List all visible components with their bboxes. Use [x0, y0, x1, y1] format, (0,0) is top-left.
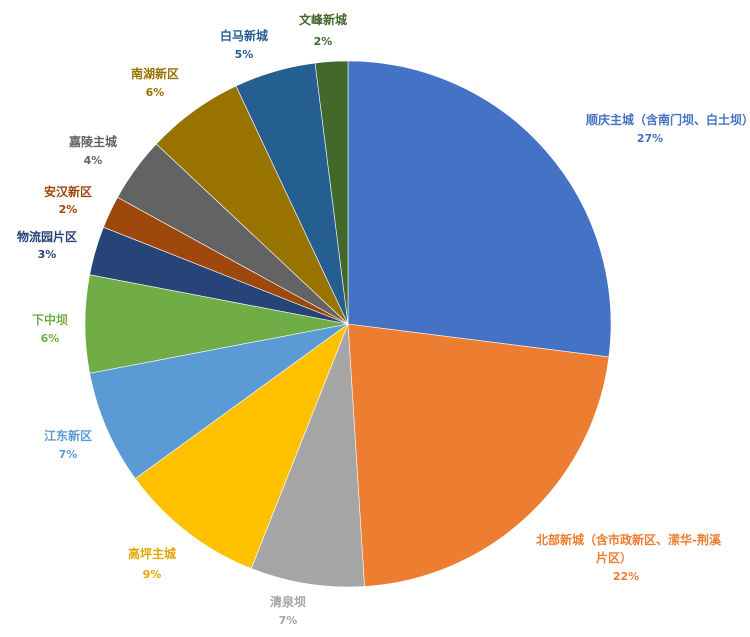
slice-label-group: 南湖新区 6% — [131, 66, 179, 99]
slice-label-group: 安汉新区 2% — [44, 184, 92, 216]
pie-slice — [89, 323, 349, 480]
slice-value-label: 3% — [38, 248, 57, 261]
slice-label-group: 北部新城（含市政新区、潆华-荆溪片区） 22% — [536, 532, 722, 583]
slice-label-group: 物流园片区 3% — [17, 229, 77, 261]
slice-category-label: 文峰新城 — [299, 12, 347, 27]
slice-category-label: 高坪主城 — [128, 546, 176, 561]
slice-value-label: 7% — [59, 448, 78, 461]
pie-slice — [134, 323, 349, 569]
slice-value-label: 2% — [314, 35, 333, 48]
slice-value-label: 5% — [235, 48, 254, 61]
slice-value-label: 6% — [41, 332, 60, 345]
slice-label-group: 文峰新城 2% — [299, 12, 347, 48]
pie-slice — [250, 323, 365, 588]
slice-category-label: 江东新区 — [44, 428, 92, 443]
slice-label-group: 清泉坝 7% — [270, 594, 306, 627]
slice-label-group: 顺庆主城（含南门坝、白土坝） 27% — [586, 112, 750, 145]
slice-value-label: 6% — [146, 86, 165, 99]
pie-slice — [347, 60, 612, 358]
slice-category-label: 安汉新区 — [44, 184, 92, 199]
slice-category-label: 北部新城（含市政新区、潆华-荆溪片区） — [536, 532, 722, 565]
labels-group: 顺庆主城（含南门坝、白土坝） 27% 北部新城（含市政新区、潆华-荆溪片区） 22% 清… — [17, 12, 750, 627]
slice-category-label: 南湖新区 — [131, 66, 179, 81]
slice-value-label: 4% — [84, 154, 103, 167]
slice-value-label: 22% — [613, 570, 639, 583]
pie-slice — [347, 323, 610, 587]
slice-value-label: 27% — [637, 132, 663, 145]
slices-group — [84, 60, 612, 588]
slice-category-label: 顺庆主城（含南门坝、白土坝） — [586, 112, 750, 127]
slice-category-label: 清泉坝 — [270, 594, 306, 609]
slice-category-label: 白马新城 — [220, 28, 268, 43]
slice-category-label: 下中坝 — [32, 312, 68, 327]
slice-value-label: 9% — [143, 568, 162, 581]
slice-category-label: 物流园片区 — [17, 229, 77, 244]
slice-label-group: 下中坝 6% — [32, 312, 68, 345]
slice-label-group: 江东新区 7% — [44, 428, 92, 461]
slice-category-label: 嘉陵主城 — [68, 134, 117, 149]
pie-slice — [314, 60, 349, 325]
slice-label-group: 白马新城 5% — [220, 28, 268, 61]
slice-value-label: 7% — [279, 614, 298, 627]
slice-label-group: 嘉陵主城 4% — [68, 134, 117, 167]
slice-label-group: 高坪主城 9% — [128, 546, 176, 581]
slice-value-label: 2% — [59, 203, 78, 216]
